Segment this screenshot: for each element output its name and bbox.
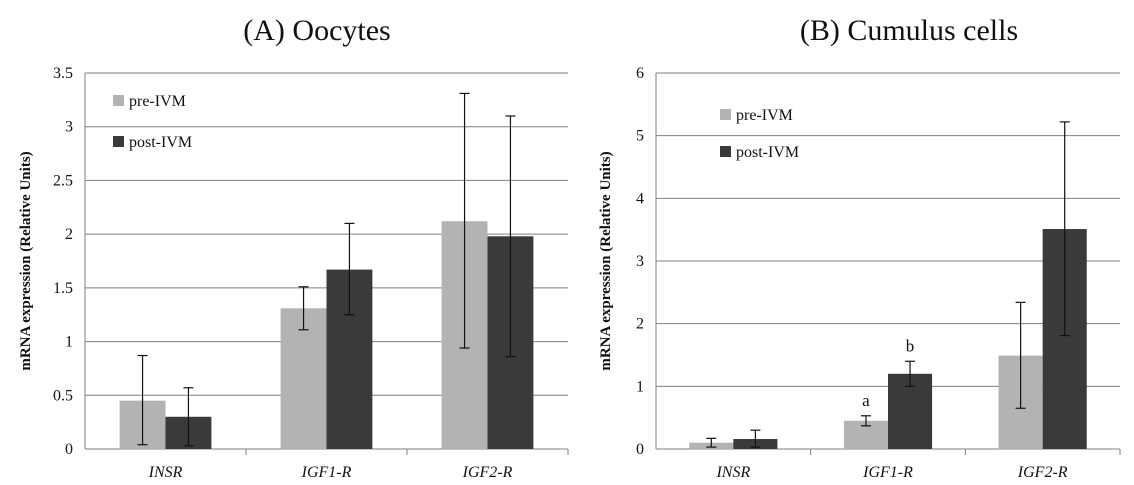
y-tick-label: 2.5 xyxy=(53,172,73,189)
category-label: INSR xyxy=(715,464,750,481)
legend-swatch xyxy=(720,146,731,157)
y-tick-label: 2 xyxy=(636,316,644,333)
legend-label: pre-IVM xyxy=(129,93,186,110)
y-tick-label: 1 xyxy=(65,334,73,351)
legend-label: post-IVM xyxy=(736,144,799,161)
y-tick-label: 3 xyxy=(636,253,644,270)
legend-swatch xyxy=(113,136,124,147)
legend-swatch xyxy=(113,95,124,106)
y-tick-label: 5 xyxy=(636,128,644,145)
bar xyxy=(280,308,327,449)
significance-label: a xyxy=(862,391,870,410)
category-label: IGF1-R xyxy=(301,464,352,481)
chart-panel-0: (A) Oocytes mRNA expression (Relative Uni… xyxy=(18,14,569,481)
y-tick-label: 6 xyxy=(636,65,644,82)
category-label: IGF2-R xyxy=(462,464,513,481)
y-tick-label: 3.5 xyxy=(53,65,73,82)
chart-title: (B) Cumulus cells xyxy=(800,14,1018,47)
y-tick-label: 0 xyxy=(65,441,73,458)
significance-label: b xyxy=(906,336,915,355)
category-label: IGF2-R xyxy=(1017,464,1068,481)
y-tick-label: 4 xyxy=(636,190,644,207)
category-label: IGF1-R xyxy=(862,464,913,481)
y-tick-label: 1 xyxy=(636,378,644,395)
y-tick-label: 3 xyxy=(65,119,73,136)
y-tick-label: 2 xyxy=(65,226,73,243)
category-label: INSR xyxy=(148,464,183,481)
y-axis-label: mRNA expression (Relative Units) xyxy=(18,151,34,370)
chart-title: (A) Oocytes xyxy=(243,14,390,47)
y-tick-label: 1.5 xyxy=(53,280,73,297)
y-tick-label: 0 xyxy=(636,441,644,458)
legend-label: pre-IVM xyxy=(736,107,793,124)
legend-label: post-IVM xyxy=(129,134,192,151)
y-tick-label: 0.5 xyxy=(53,387,73,404)
legend-swatch xyxy=(720,109,731,120)
y-axis-label: mRNA expression (Relative Units) xyxy=(598,151,614,370)
chart-panel-1: (B) Cumulus cells mRNA expression (Relati… xyxy=(598,14,1121,481)
